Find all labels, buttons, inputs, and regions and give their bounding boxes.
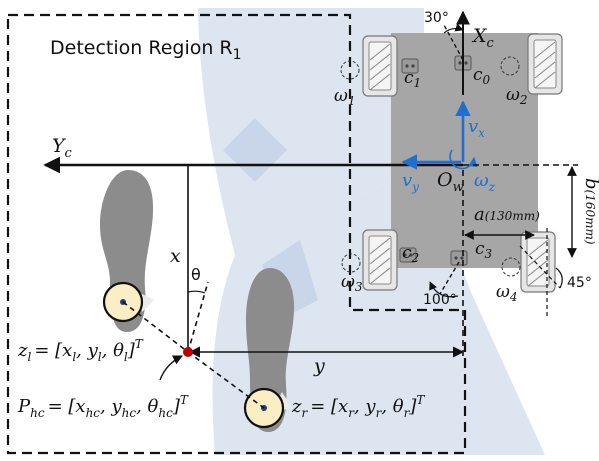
wheel-c1-label: c1: [404, 68, 421, 90]
wheel4-roller-axis: [519, 245, 561, 289]
omega1-label: ω1: [334, 86, 356, 108]
y-label: y: [313, 355, 325, 377]
detection-region-title: Detection Region R1: [50, 37, 242, 63]
yc-label: Yc: [52, 135, 73, 161]
robot: 30° Xc Yc vx vy ωz Ow c1 c0: [43, 10, 599, 318]
heading-line: [187, 281, 209, 353]
theta-arc: [187, 290, 206, 294]
origin-label: Ow: [437, 169, 464, 195]
wheel3-rotation-indicator: [341, 253, 361, 273]
wheel1-rotation-indicator: [340, 60, 360, 80]
angle-top-label: 30°: [424, 10, 449, 26]
xc-label: Xc: [471, 25, 495, 51]
human-center-point: [183, 347, 193, 357]
omega3-label: ω3: [341, 272, 363, 294]
vy-label: vy: [402, 170, 419, 194]
human-center-geometry: x y θ: [122, 165, 465, 409]
wheel-c0-label: c0: [473, 65, 491, 87]
zl-equation: zl = [xl, yl, θl]T: [17, 337, 144, 364]
center-to-right-line: [187, 351, 265, 409]
detection-region-boundary: [6, 13, 467, 455]
omega2-label: ω2: [506, 85, 528, 107]
theta-label: θ: [191, 265, 201, 284]
angle-arc-top: [443, 23, 464, 34]
angle-arc-right: [555, 267, 563, 289]
zr-equation: zr = [xr, yr, θr]T: [291, 393, 425, 420]
angle-bottom-label: 100°: [423, 292, 457, 308]
x-label: x: [170, 245, 181, 267]
phc-pointer: [159, 355, 183, 381]
phc-equation: Phc = [xhc, yhc, θhc]T: [17, 393, 189, 420]
wheel-axis-bottom: [439, 261, 460, 295]
angle-right-label: 45°: [567, 275, 592, 291]
dim-b-label: b(160mm): [581, 178, 599, 245]
wheel-c2-label: c2: [402, 243, 419, 265]
wheel4-rotation-indicator: [501, 257, 521, 277]
wheel-c3-label: c3: [475, 239, 493, 261]
wz-label: ωz: [474, 170, 496, 194]
angle-arc-bottom: [429, 281, 459, 298]
omega4-label: ω4: [496, 282, 518, 304]
vx-label: vx: [468, 116, 485, 140]
wz-arc: [449, 149, 478, 170]
left-to-center-line: [122, 301, 189, 353]
wheel2-rotation-indicator: [500, 56, 520, 76]
dim-a-label: a(130mm): [474, 204, 540, 225]
